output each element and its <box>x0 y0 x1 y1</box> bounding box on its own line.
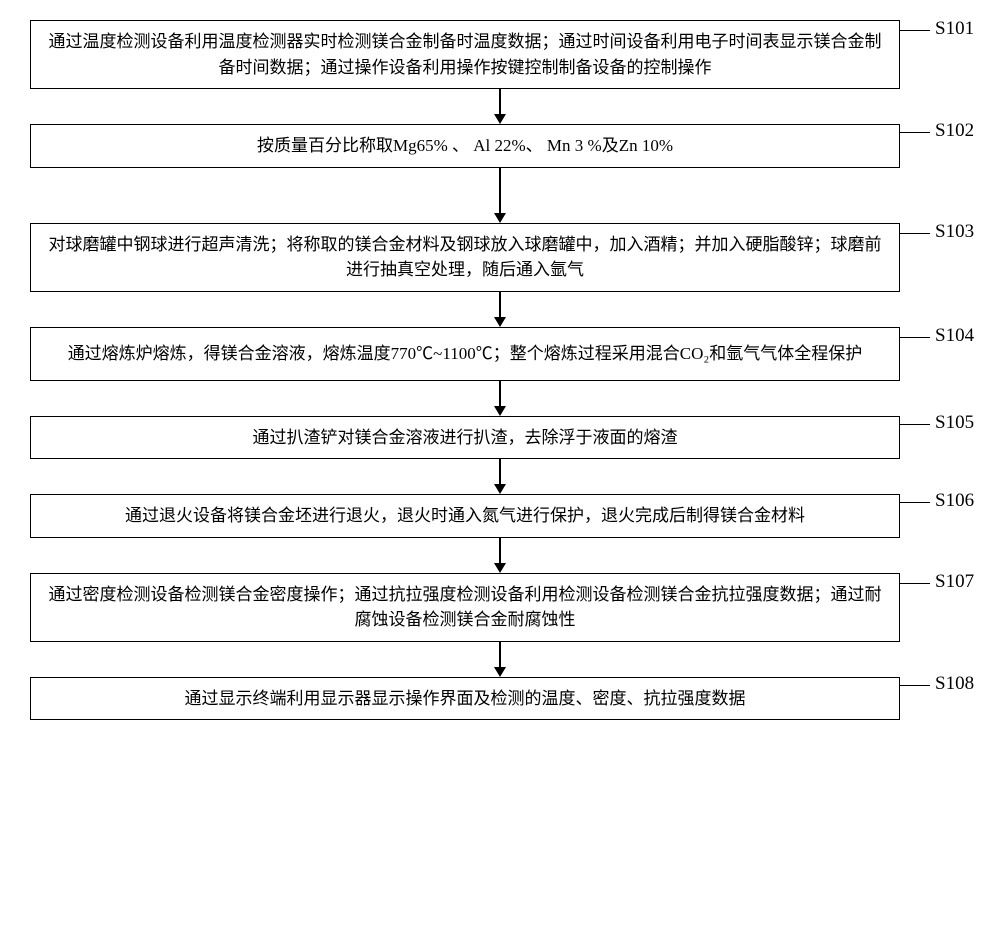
step-label-s107: S107 <box>935 571 974 593</box>
step-box-s106: 通过退火设备将镁合金坯进行退火，退火时通入氮气进行保护，退火完成后制得镁合金材料 <box>30 494 900 538</box>
step-text: 通过熔炼炉熔炼，得镁合金溶液，熔炼温度770℃~1100℃；整个熔炼过程采用混合… <box>68 341 863 367</box>
arrow-1 <box>65 89 935 124</box>
step-box-s105: 通过扒渣铲对镁合金溶液进行扒渣，去除浮于液面的熔渣 <box>30 416 900 460</box>
connector-s107 <box>900 583 930 584</box>
arrow-5 <box>65 459 935 494</box>
step-row-1: 通过温度检测设备利用温度检测器实时检测镁合金制备时温度数据；通过时间设备利用电子… <box>30 20 970 89</box>
arrow-3 <box>65 292 935 327</box>
step-text: 通过显示终端利用显示器显示操作界面及检测的温度、密度、抗拉强度数据 <box>185 686 746 712</box>
step-box-s102: 按质量百分比称取Mg65% 、 Al 22%、 Mn 3 %及Zn 10% <box>30 124 900 168</box>
connector-s108 <box>900 685 930 686</box>
connector-s102 <box>900 132 930 133</box>
step-box-s107: 通过密度检测设备检测镁合金密度操作；通过抗拉强度检测设备利用检测设备检测镁合金抗… <box>30 573 900 642</box>
step-row-3: 对球磨罐中钢球进行超声清洗；将称取的镁合金材料及钢球放入球磨罐中，加入酒精；并加… <box>30 223 970 292</box>
step-row-4: 通过熔炼炉熔炼，得镁合金溶液，熔炼温度770℃~1100℃；整个熔炼过程采用混合… <box>30 327 970 381</box>
step-text: 对球磨罐中钢球进行超声清洗；将称取的镁合金材料及钢球放入球磨罐中，加入酒精；并加… <box>43 232 887 283</box>
step-box-s104: 通过熔炼炉熔炼，得镁合金溶液，熔炼温度770℃~1100℃；整个熔炼过程采用混合… <box>30 327 900 381</box>
connector-s104 <box>900 337 930 338</box>
step-row-6: 通过退火设备将镁合金坯进行退火，退火时通入氮气进行保护，退火完成后制得镁合金材料… <box>30 494 970 538</box>
step-row-2: 按质量百分比称取Mg65% 、 Al 22%、 Mn 3 %及Zn 10% S1… <box>30 124 970 168</box>
step-label-s108: S108 <box>935 673 974 695</box>
arrow-4 <box>65 381 935 416</box>
step-text: 通过扒渣铲对镁合金溶液进行扒渣，去除浮于液面的熔渣 <box>253 425 678 451</box>
step-box-s108: 通过显示终端利用显示器显示操作界面及检测的温度、密度、抗拉强度数据 <box>30 677 900 721</box>
step-box-s103: 对球磨罐中钢球进行超声清洗；将称取的镁合金材料及钢球放入球磨罐中，加入酒精；并加… <box>30 223 900 292</box>
arrow-7 <box>65 642 935 677</box>
arrow-2 <box>65 168 935 223</box>
step-label-s104: S104 <box>935 325 974 347</box>
step-text: 按质量百分比称取Mg65% 、 Al 22%、 Mn 3 %及Zn 10% <box>257 133 673 159</box>
connector-s103 <box>900 233 930 234</box>
step-box-s101: 通过温度检测设备利用温度检测器实时检测镁合金制备时温度数据；通过时间设备利用电子… <box>30 20 900 89</box>
step-row-7: 通过密度检测设备检测镁合金密度操作；通过抗拉强度检测设备利用检测设备检测镁合金抗… <box>30 573 970 642</box>
arrow-6 <box>65 538 935 573</box>
connector-s105 <box>900 424 930 425</box>
step-label-s101: S101 <box>935 18 974 40</box>
step-label-s106: S106 <box>935 490 974 512</box>
step-row-8: 通过显示终端利用显示器显示操作界面及检测的温度、密度、抗拉强度数据 S108 <box>30 677 970 721</box>
connector-s101 <box>900 30 930 31</box>
step-label-s103: S103 <box>935 221 974 243</box>
step-text: 通过退火设备将镁合金坯进行退火，退火时通入氮气进行保护，退火完成后制得镁合金材料 <box>125 503 805 529</box>
step-text: 通过温度检测设备利用温度检测器实时检测镁合金制备时温度数据；通过时间设备利用电子… <box>43 29 887 80</box>
connector-s106 <box>900 502 930 503</box>
flowchart-container: 通过温度检测设备利用温度检测器实时检测镁合金制备时温度数据；通过时间设备利用电子… <box>30 20 970 720</box>
step-text: 通过密度检测设备检测镁合金密度操作；通过抗拉强度检测设备利用检测设备检测镁合金抗… <box>43 582 887 633</box>
step-label-s102: S102 <box>935 120 974 142</box>
step-row-5: 通过扒渣铲对镁合金溶液进行扒渣，去除浮于液面的熔渣 S105 <box>30 416 970 460</box>
step-label-s105: S105 <box>935 412 974 434</box>
